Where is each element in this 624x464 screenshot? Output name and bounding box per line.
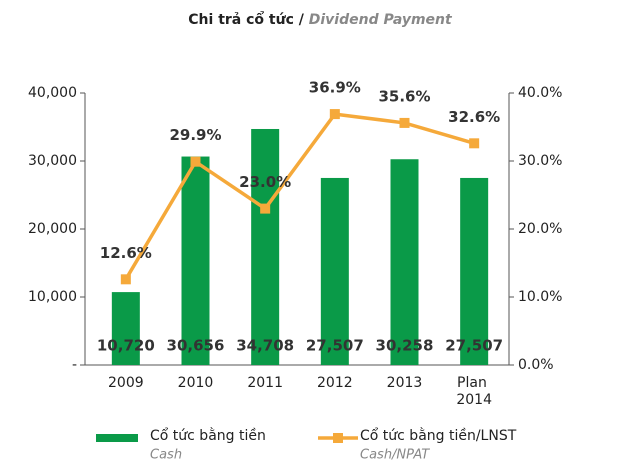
chart-title: Chi trả cổ tức / Dividend Payment xyxy=(188,11,453,28)
y-tick-label: 30,000 xyxy=(28,153,77,169)
x-tick-label: 2010 xyxy=(178,375,214,391)
y2-tick-label: 30.0% xyxy=(518,153,562,169)
title-en: Dividend Payment xyxy=(309,12,453,28)
legend-label: Cổ tức bằng tiền xyxy=(150,427,266,444)
title-vi: Chi trả cổ tức / xyxy=(188,11,304,28)
legend-sub: Cash xyxy=(150,448,182,463)
line-marker xyxy=(260,203,271,214)
y2-tick-label: 0.0% xyxy=(518,357,554,373)
bar-value-label: 10,720 xyxy=(97,337,155,355)
bar xyxy=(181,156,210,365)
legend-swatch xyxy=(333,433,343,443)
legend-label: Cổ tức bằng tiền/LNST xyxy=(360,427,517,444)
legend-swatch xyxy=(96,434,138,442)
bar xyxy=(460,177,489,365)
line-value-label: 12.6% xyxy=(100,244,152,262)
bar-value-label: 30,258 xyxy=(376,337,434,355)
line-marker xyxy=(329,109,340,120)
line-value-label: 29.9% xyxy=(169,126,221,144)
bar xyxy=(390,159,419,365)
legend-sub: Cash/NPAT xyxy=(360,448,430,463)
x-tick-label: 2009 xyxy=(108,375,144,391)
y2-tick-label: 40.0% xyxy=(518,85,562,101)
line xyxy=(124,112,475,281)
y-tick-label: 10,000 xyxy=(28,289,77,305)
y-tick-label: - xyxy=(72,357,77,373)
x-tick-label: 2012 xyxy=(317,375,353,391)
bar-value-label: 27,507 xyxy=(445,337,503,355)
line-value-label: 35.6% xyxy=(378,87,430,105)
y2-tick-label: 10.0% xyxy=(518,289,562,305)
bar xyxy=(251,128,280,365)
y-tick-label: 20,000 xyxy=(28,221,77,237)
line-value-label: 23.0% xyxy=(239,173,291,191)
line-marker xyxy=(399,117,410,128)
y2-tick-label: 20.0% xyxy=(518,221,562,237)
line-value-label: 32.6% xyxy=(448,108,500,126)
x-tick-label: Plan 2014 xyxy=(456,375,492,408)
bar-value-label: 34,708 xyxy=(236,337,294,355)
bar-value-label: 27,507 xyxy=(306,337,364,355)
bar-value-label: 30,656 xyxy=(167,337,225,355)
x-tick-label: 2011 xyxy=(247,375,283,391)
bar xyxy=(320,177,349,365)
line-marker xyxy=(190,156,201,167)
line-marker xyxy=(469,138,480,149)
bar xyxy=(111,292,140,365)
line-marker xyxy=(120,274,131,285)
x-tick-label: 2013 xyxy=(387,375,423,391)
y-tick-label: 40,000 xyxy=(28,85,77,101)
line-value-label: 36.9% xyxy=(309,79,361,97)
